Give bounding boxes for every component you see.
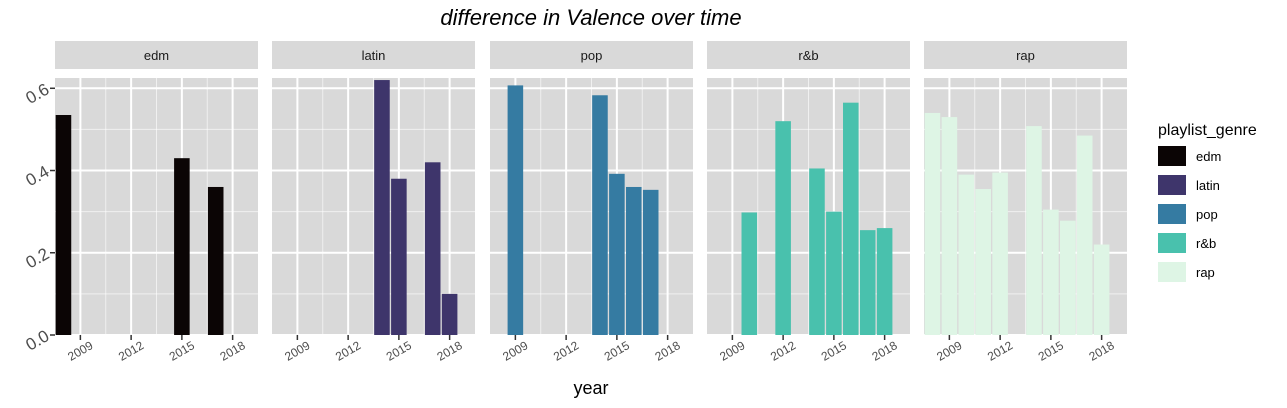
x-tick-label: 2015 bbox=[819, 338, 849, 364]
bar-r&b-2018 bbox=[876, 228, 893, 335]
facet-strip bbox=[490, 41, 693, 69]
x-tick-label: 2018 bbox=[870, 338, 900, 364]
bar-edm-2015 bbox=[174, 158, 190, 335]
x-tick-label: 2018 bbox=[435, 338, 465, 364]
x-tick-label: 2009 bbox=[934, 338, 964, 364]
chart-title: difference in Valence over time bbox=[440, 5, 741, 30]
bar-edm-2008 bbox=[55, 115, 72, 336]
bar-rap-2008 bbox=[924, 112, 941, 336]
bar-rap-2017 bbox=[1076, 135, 1093, 335]
legend-label-edm: edm bbox=[1196, 149, 1221, 164]
legend-swatch-rap bbox=[1158, 262, 1186, 282]
facet-strip-label: pop bbox=[581, 48, 603, 63]
facet-strip-label: edm bbox=[144, 48, 169, 63]
facet-panel-pop: pop 2009 2012 2015 2018 bbox=[490, 41, 693, 364]
facet-panel-latin: latin 2009 2012 2015 2018 bbox=[272, 41, 475, 364]
bar-r&b-2010 bbox=[741, 212, 758, 335]
x-tick-label: 2018 bbox=[1087, 338, 1117, 364]
facet-panel-r&b: r&b 2009 2012 2015 2018 bbox=[707, 41, 910, 364]
bar-pop-2015 bbox=[609, 173, 625, 335]
bar-r&b-2014 bbox=[809, 168, 825, 335]
x-tick-label: 2012 bbox=[768, 338, 798, 364]
bar-r&b-2016 bbox=[843, 102, 859, 335]
x-tick-label: 2009 bbox=[65, 338, 95, 364]
facet-strip-label: latin bbox=[362, 48, 386, 63]
x-tick-label: 2009 bbox=[500, 338, 530, 364]
facet-panels: edm 2009 2012 2015 2018 latin 2009 2012 2015 2018… bbox=[55, 41, 1127, 364]
x-tick-label: 2012 bbox=[985, 338, 1015, 364]
bar-pop-2017 bbox=[642, 189, 659, 335]
legend-label-latin: latin bbox=[1196, 178, 1220, 193]
legend-swatch-pop bbox=[1158, 204, 1186, 224]
facet-strip bbox=[272, 41, 475, 69]
facet-panel-rap: rap 2009 2012 2015 2018 bbox=[924, 41, 1127, 364]
legend-label-r&b: r&b bbox=[1196, 236, 1216, 251]
bar-pop-2016 bbox=[626, 186, 642, 335]
x-tick-label: 2009 bbox=[717, 338, 747, 364]
bar-r&b-2017 bbox=[859, 230, 876, 335]
bar-rap-2014 bbox=[1026, 126, 1042, 335]
x-tick-label: 2015 bbox=[167, 338, 197, 364]
bar-latin-2018 bbox=[441, 293, 458, 335]
bar-pop-2009 bbox=[507, 85, 524, 335]
legend-swatch-r&b bbox=[1158, 233, 1186, 253]
bar-r&b-2015 bbox=[826, 211, 842, 335]
bar-latin-2017 bbox=[424, 162, 441, 335]
facet-panel-edm: edm 2009 2012 2015 2018 bbox=[55, 41, 258, 364]
x-tick-label: 2012 bbox=[333, 338, 363, 364]
legend-swatch-edm bbox=[1158, 146, 1186, 166]
x-tick-label: 2012 bbox=[116, 338, 146, 364]
x-axis-title: year bbox=[573, 378, 608, 398]
facet-strip-label: rap bbox=[1016, 48, 1035, 63]
y-tick-label: 0.6 bbox=[23, 80, 53, 108]
legend: playlist_genre edm latin pop r&b rap bbox=[1158, 122, 1257, 282]
bar-rap-2018 bbox=[1093, 244, 1110, 335]
legend-label-rap: rap bbox=[1196, 265, 1215, 280]
y-tick-label: 0.0 bbox=[23, 326, 53, 354]
x-tick-label: 2009 bbox=[282, 338, 312, 364]
y-tick-label: 0.4 bbox=[23, 162, 53, 190]
facet-strip bbox=[707, 41, 910, 69]
facet-strip-label: r&b bbox=[798, 48, 818, 63]
x-tick-label: 2018 bbox=[218, 338, 248, 364]
bar-rap-2009 bbox=[941, 117, 958, 336]
legend-title: playlist_genre bbox=[1158, 122, 1257, 139]
x-tick-label: 2015 bbox=[602, 338, 632, 364]
bar-pop-2014 bbox=[592, 95, 608, 335]
facet-strip bbox=[924, 41, 1127, 69]
bar-latin-2014 bbox=[374, 80, 390, 335]
legend-swatch-latin bbox=[1158, 175, 1186, 195]
x-tick-label: 2015 bbox=[1036, 338, 1066, 364]
bar-rap-2011 bbox=[975, 189, 991, 335]
y-tick-label: 0.2 bbox=[23, 244, 53, 272]
legend-label-pop: pop bbox=[1196, 207, 1218, 222]
bar-rap-2015 bbox=[1043, 209, 1059, 335]
bar-latin-2015 bbox=[391, 178, 407, 335]
bar-rap-2016 bbox=[1060, 220, 1076, 335]
x-tick-label: 2015 bbox=[384, 338, 414, 364]
bar-rap-2012 bbox=[992, 172, 1008, 335]
bar-rap-2010 bbox=[958, 174, 975, 335]
facet-strip bbox=[55, 41, 258, 69]
bar-r&b-2012 bbox=[775, 121, 791, 336]
y-axis: 0.0 0.2 0.4 0.6 bbox=[23, 80, 55, 355]
x-tick-label: 2018 bbox=[653, 338, 683, 364]
x-tick-label: 2012 bbox=[551, 338, 581, 364]
bar-edm-2017 bbox=[207, 186, 224, 335]
